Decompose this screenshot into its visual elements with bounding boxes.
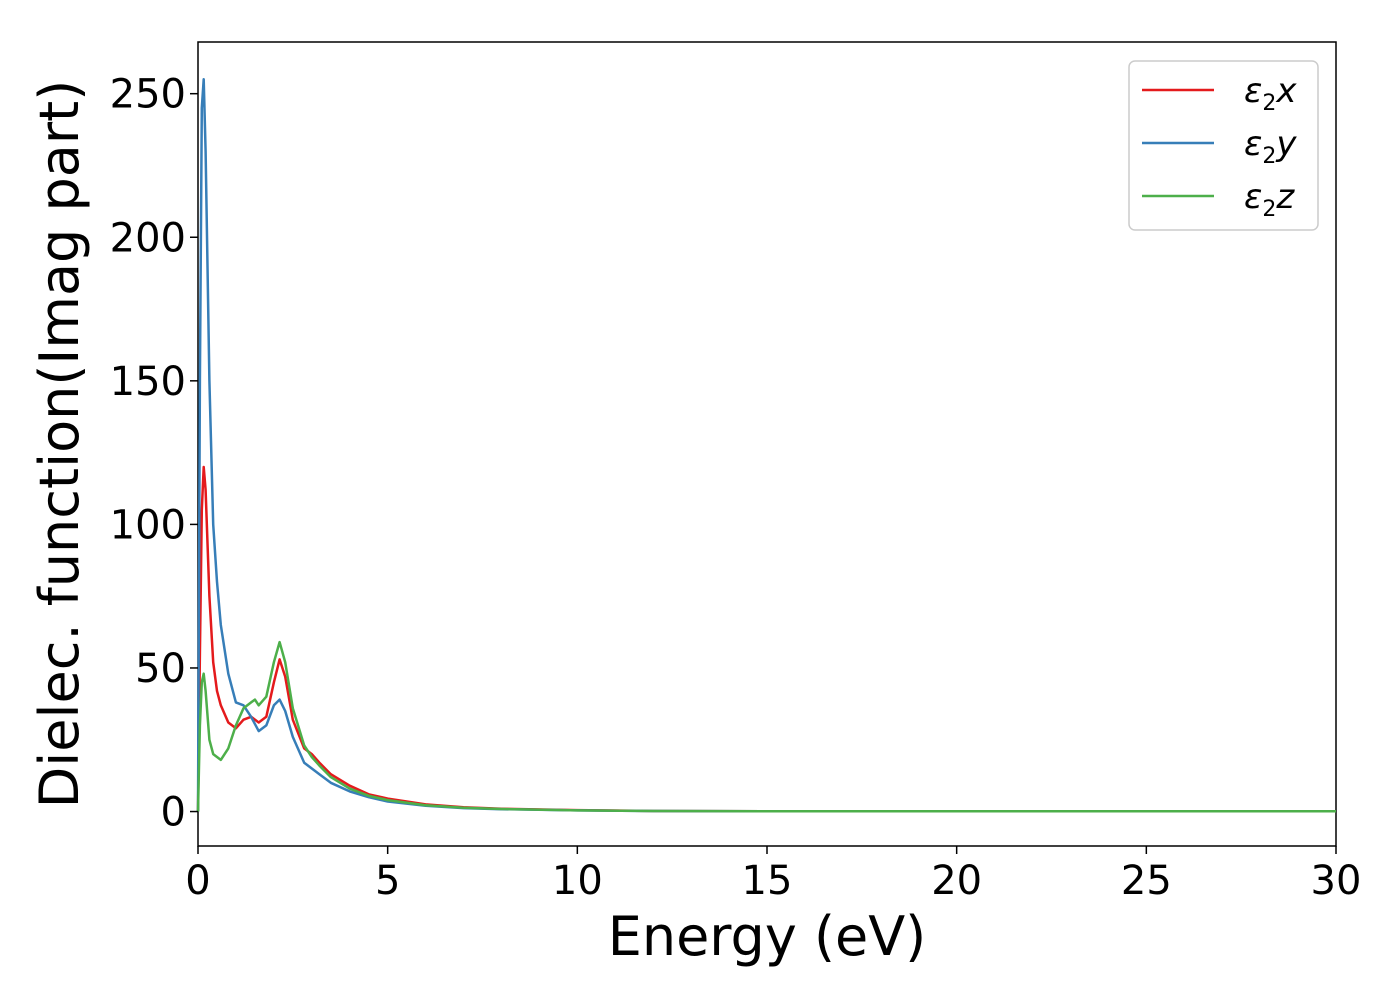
series-line-2: [196, 640, 1336, 813]
x-tick-label: 10: [552, 858, 603, 904]
x-tick-label: 5: [375, 858, 400, 904]
y-tick-label: 200: [110, 215, 186, 261]
x-tick-label: 30: [1311, 858, 1362, 904]
x-tick-label: 20: [931, 858, 982, 904]
y-tick-label: 250: [110, 72, 186, 118]
series-lines: [196, 78, 1336, 813]
y-axis-label: Dielec. function(Imag part): [28, 80, 91, 809]
x-tick-label: 0: [185, 858, 210, 904]
y-axis-ticks: 0 50 100 150 200 250: [110, 72, 198, 836]
y-tick-label: 0: [161, 790, 186, 836]
y-tick-label: 50: [135, 646, 186, 692]
x-axis-ticks: 0 5 10 15 20 25 30: [185, 846, 1361, 904]
legend-label-1: ε2y: [1244, 124, 1297, 169]
x-tick-label: 15: [742, 858, 793, 904]
y-tick-label: 150: [110, 359, 186, 405]
legend-box: [1128, 60, 1319, 231]
y-tick-label: 100: [110, 502, 186, 548]
legend-label-2: ε2z: [1244, 177, 1295, 222]
x-axis-label: Energy (eV): [608, 905, 927, 968]
legend: ε2x ε2y ε2z: [1128, 60, 1319, 231]
legend-label-0: ε2x: [1244, 71, 1297, 116]
x-tick-label: 25: [1121, 858, 1172, 904]
